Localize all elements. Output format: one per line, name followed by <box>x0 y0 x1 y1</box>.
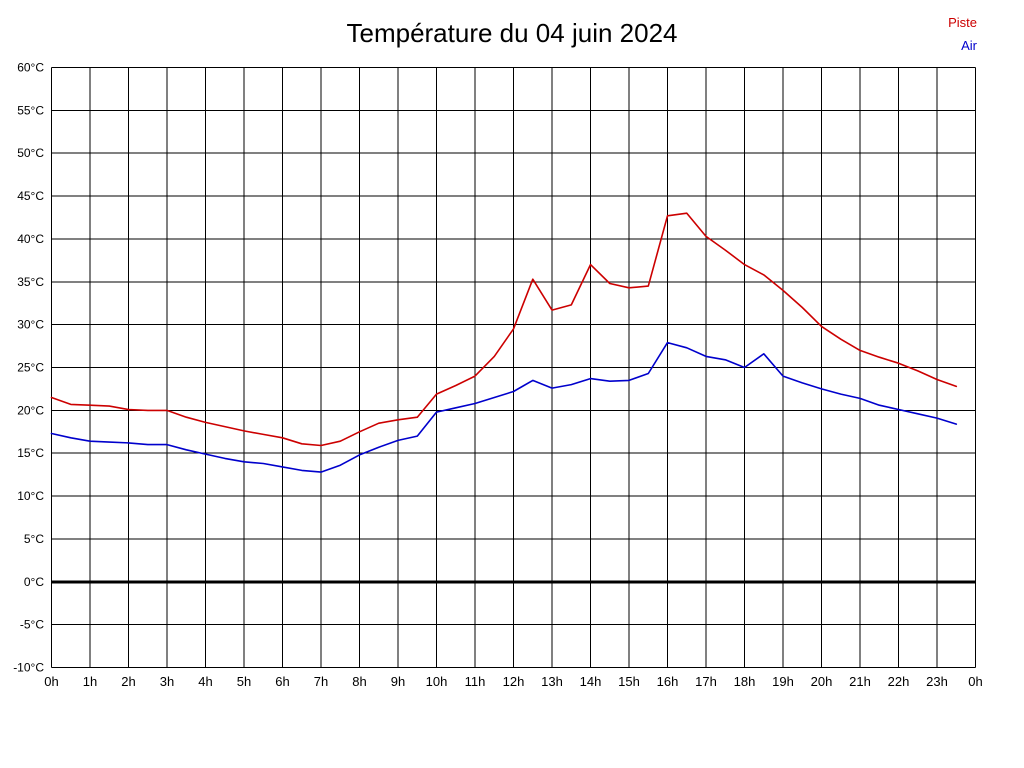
x-tick-label: 8h <box>352 674 366 689</box>
y-tick-label: -5°C <box>20 618 44 632</box>
x-tick-label: 14h <box>580 674 602 689</box>
grid <box>51 67 976 668</box>
x-tick-label: 7h <box>314 674 328 689</box>
y-tick-label: 30°C <box>17 318 44 332</box>
x-tick-label: 20h <box>811 674 833 689</box>
y-tick-label: 55°C <box>17 103 44 117</box>
legend-item-piste: Piste <box>948 15 977 30</box>
x-tick-label: 4h <box>198 674 212 689</box>
x-tick-label: 11h <box>465 674 486 689</box>
y-tick-label: 60°C <box>17 61 44 75</box>
x-tick-label: 5h <box>237 674 251 689</box>
x-tick-label: 16h <box>657 674 679 689</box>
y-tick-label: 15°C <box>17 446 44 460</box>
x-tick-label: 9h <box>391 674 405 689</box>
x-tick-label: 12h <box>503 674 525 689</box>
x-tick-label: 0h <box>44 674 58 689</box>
x-tick-label: 19h <box>772 674 794 689</box>
y-tick-label: 35°C <box>17 275 44 289</box>
x-tick-label: 23h <box>926 674 948 689</box>
y-axis-labels: 60°C 55°C 50°C 45°C 40°C 35°C 30°C 25°C 20°C 15°C… <box>13 61 44 675</box>
y-tick-label: 50°C <box>17 146 44 160</box>
legend-item-air: Air <box>961 38 977 53</box>
chart-title: Température du 04 juin 2024 <box>346 18 678 48</box>
x-tick-label: 15h <box>618 674 640 689</box>
y-tick-label: 0°C <box>24 575 44 589</box>
legend: Piste Air <box>948 11 977 57</box>
x-tick-label: 22h <box>888 674 910 689</box>
y-tick-label: -10°C <box>13 661 44 675</box>
x-tick-label: 6h <box>275 674 289 689</box>
x-tick-label: 10h <box>426 674 448 689</box>
x-tick-label: 1h <box>83 674 97 689</box>
x-tick-label: 13h <box>541 674 563 689</box>
y-tick-label: 25°C <box>17 361 44 375</box>
series-line-air <box>50 341 958 473</box>
x-tick-label: 17h <box>695 674 717 689</box>
x-tick-label: 21h <box>849 674 871 689</box>
y-tick-label: 10°C <box>17 489 44 503</box>
y-tick-label: 20°C <box>17 403 44 417</box>
x-tick-label: 2h <box>121 674 135 689</box>
series-line-piste <box>50 212 958 447</box>
x-axis-labels: 0h 1h 2h 3h 4h 5h 6h 7h 8h 9h 10h 11h 12h 13h 14h 15h 16… <box>44 674 982 689</box>
y-tick-label: 40°C <box>17 232 44 246</box>
x-tick-label: 0h <box>968 674 982 689</box>
y-tick-label: 45°C <box>17 189 44 203</box>
x-tick-label: 18h <box>734 674 756 689</box>
x-tick-label: 3h <box>160 674 174 689</box>
y-tick-label: 5°C <box>24 532 44 546</box>
